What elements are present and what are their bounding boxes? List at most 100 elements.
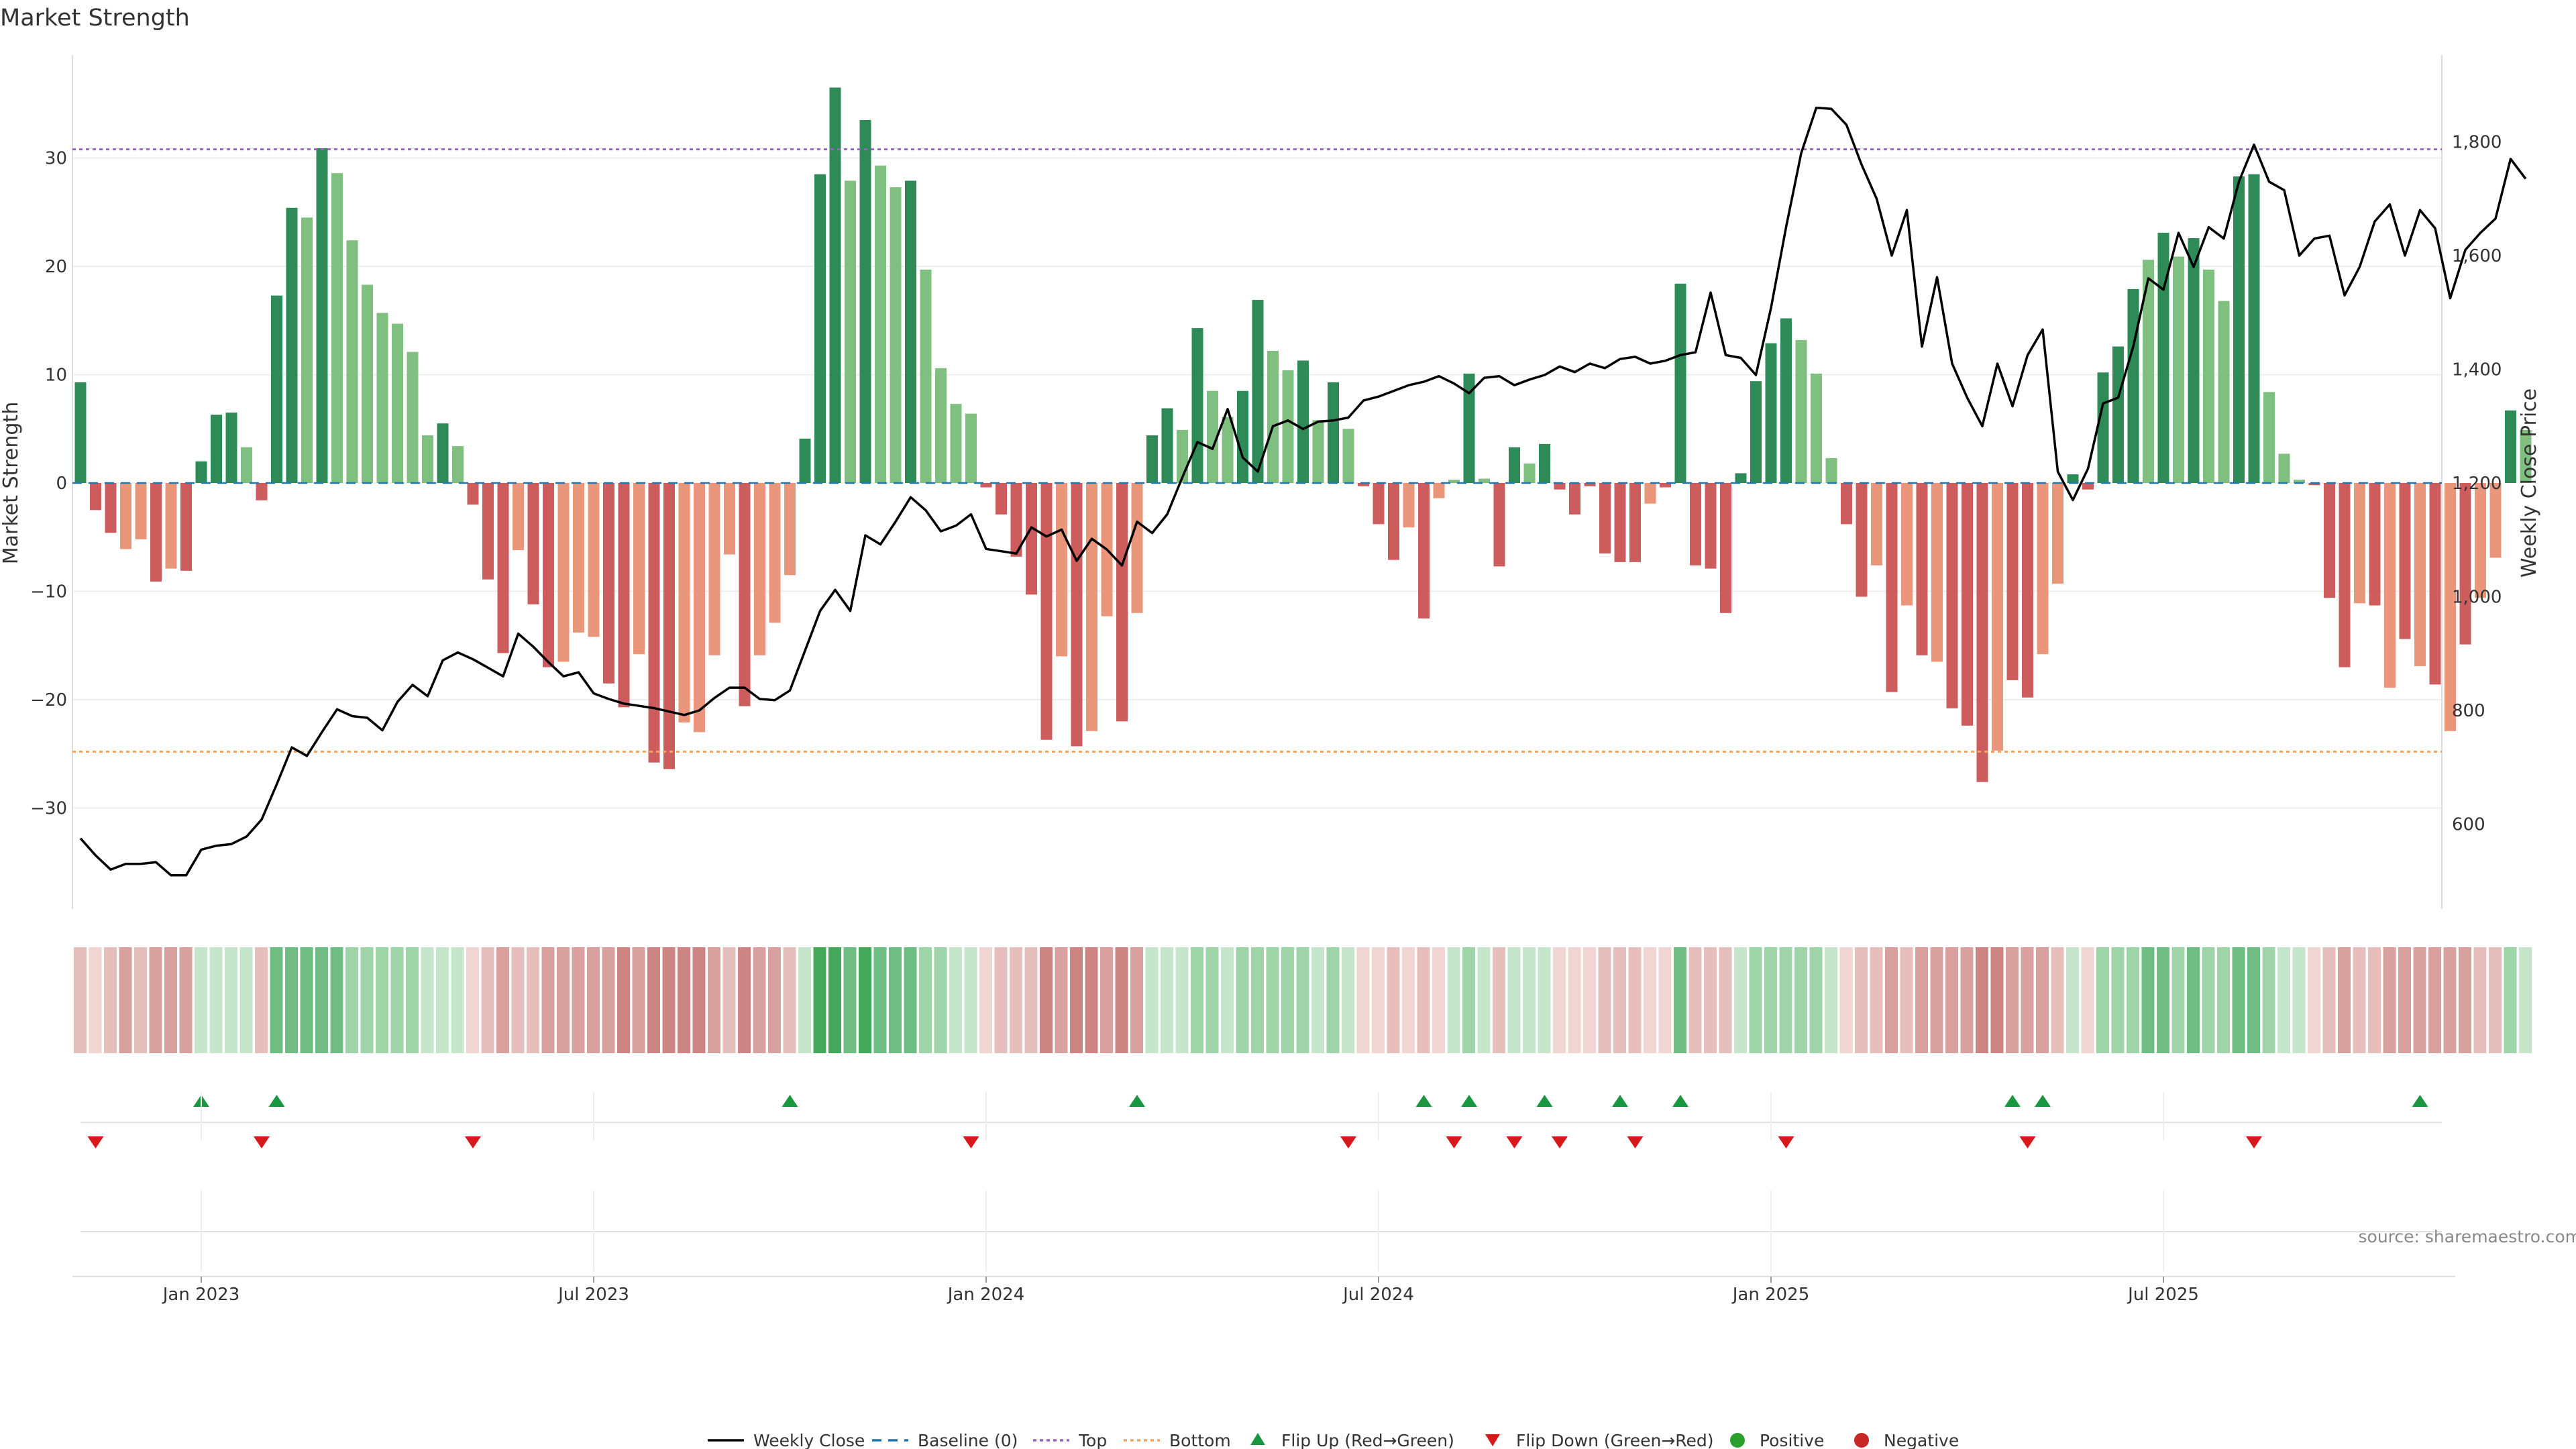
strength-bar [1976, 483, 1988, 782]
y-tick-label: −10 [30, 582, 67, 602]
heat-cell [692, 947, 706, 1053]
strength-bar [1342, 429, 1354, 483]
strength-bar [1312, 420, 1324, 483]
heat-cell [1296, 947, 1309, 1053]
heat-cell [2308, 947, 2320, 1053]
strength-bar [1856, 483, 1868, 597]
y2-tick-label: 800 [2452, 701, 2485, 721]
heat-cell [2051, 947, 2064, 1053]
strength-bar [316, 148, 328, 483]
heat-cell [1462, 947, 1475, 1053]
heat-cell [722, 947, 736, 1053]
strength-bar [513, 483, 524, 551]
heat-cell [1191, 947, 1203, 1053]
heat-cell [1839, 947, 1853, 1053]
strength-bar [1674, 283, 1686, 483]
heat-cell [1040, 947, 1053, 1053]
strength-bar [2278, 453, 2290, 483]
strength-bar [1146, 435, 1158, 483]
legend-flip-down-label: Flip Down (Green→Red) [1516, 1431, 1714, 1449]
strength-bar [1086, 483, 1097, 731]
legend-bottom-label: Bottom [1169, 1431, 1231, 1449]
heat-cell [1870, 947, 1883, 1053]
strength-bar [1071, 483, 1083, 747]
x-tick-labels: Jan 2023 Jul 2023 Jan 2024 Jul 2024 Jan 2025… [162, 1092, 2199, 1305]
strength-bar [211, 415, 222, 483]
heat-cell [104, 947, 117, 1053]
strength-bar [2037, 483, 2049, 655]
strength-bar [497, 483, 509, 653]
heat-cell [1674, 947, 1686, 1053]
strength-bar [195, 461, 207, 483]
flip-up-marker [782, 1095, 798, 1107]
heat-cell [1734, 947, 1747, 1053]
heat-cell [345, 947, 358, 1053]
heat-cell [270, 947, 283, 1053]
y2-axis-label: Weekly Close Price [2518, 388, 2541, 578]
heat-cell [1161, 947, 1173, 1053]
strength-bar [346, 240, 358, 483]
strength-bar [2097, 372, 2109, 483]
strength-bar [543, 483, 554, 667]
flip-down-marker [2019, 1136, 2036, 1148]
strength-bar [74, 382, 87, 483]
strength-bar [225, 413, 237, 483]
strength-bar [1252, 300, 1264, 483]
strength-bar [241, 447, 252, 483]
strength-bar [135, 483, 147, 539]
strength-bar [965, 413, 977, 483]
price-line-group [79, 106, 2527, 877]
y-tick-labels: 30 20 10 0 −10 −20 −30 [30, 149, 67, 819]
strength-bar [1267, 350, 1279, 483]
heat-cell [406, 947, 419, 1053]
heat-cell [1613, 947, 1626, 1053]
flip-up-marker [1129, 1095, 1145, 1107]
y-tick-label: 20 [45, 257, 67, 277]
heat-cell [315, 947, 328, 1053]
heat-cell [2292, 947, 2306, 1053]
y2-tick-label: 1,200 [2452, 474, 2502, 494]
heat-cell [2413, 947, 2426, 1053]
heat-cell [2383, 947, 2396, 1053]
heat-cell [195, 947, 207, 1053]
strength-bar [557, 483, 570, 662]
heat-cell [1010, 947, 1022, 1053]
heat-cell [889, 947, 902, 1053]
strength-bar [2203, 269, 2214, 483]
strength-bar [1328, 382, 1339, 483]
heat-cell [2368, 947, 2381, 1053]
heat-cell [179, 947, 193, 1053]
strength-bar [784, 483, 796, 576]
flip-down-marker [1340, 1136, 1356, 1148]
heat-cell [2036, 947, 2049, 1053]
heat-cell [2066, 947, 2079, 1053]
strength-bar [754, 483, 765, 655]
heat-cell [1326, 947, 1340, 1053]
heat-cell [647, 947, 660, 1053]
strength-bar [1735, 473, 1747, 483]
heat-cell [1205, 947, 1219, 1053]
strength-bar [2445, 483, 2456, 731]
heat-cell [1990, 947, 2004, 1053]
strength-bar [1358, 483, 1369, 486]
strength-bar [1750, 381, 1762, 483]
strength-bar [2339, 483, 2351, 667]
heat-cell [557, 947, 570, 1053]
heat-cell [2519, 947, 2532, 1053]
heat-cell [2127, 947, 2139, 1053]
heat-cell [1538, 947, 1551, 1053]
heat-cell [1885, 947, 1898, 1053]
strength-bar [814, 174, 826, 483]
heat-cell [1553, 947, 1566, 1053]
strength-bar [165, 483, 177, 569]
legend-positive-label: Positive [1760, 1431, 1824, 1449]
strength-bar [708, 483, 720, 655]
strength-bar [2294, 480, 2305, 483]
heat-cell [949, 947, 962, 1053]
legend-baseline-label: Baseline (0) [918, 1431, 1018, 1449]
strength-bar [1207, 390, 1218, 483]
strength-bar [1131, 483, 1143, 613]
strength-bar [1584, 483, 1596, 486]
heat-cell [1251, 947, 1264, 1053]
heat-cell [1493, 947, 1505, 1053]
